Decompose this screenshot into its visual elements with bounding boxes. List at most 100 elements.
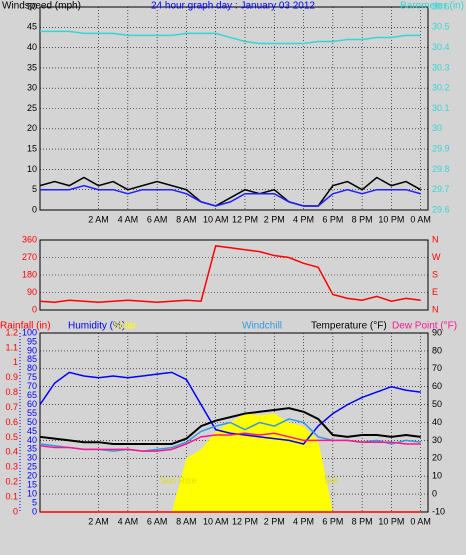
y-tick-label: 50 — [27, 417, 37, 427]
y3-tick-label: 0.1 — [5, 491, 18, 501]
x-tick-label: 2 PM — [264, 214, 285, 224]
y2-tick-label: 29.8 — [432, 164, 450, 174]
y2-tick-label: S — [432, 269, 438, 279]
y2-tick-label: 30.3 — [432, 62, 450, 72]
series-line — [39, 432, 421, 452]
y-tick-label: 180 — [22, 269, 37, 279]
y-tick-label: 30 — [27, 453, 37, 463]
y2-tick-label: 70 — [432, 363, 442, 373]
x-tick-label: 0 AM — [410, 516, 431, 526]
y2-tick-label: 29.6 — [432, 204, 450, 214]
y3-tick-label: 0.8 — [5, 387, 18, 397]
series-line — [39, 407, 421, 445]
series-line — [39, 371, 421, 445]
y-tick-label: 5 — [32, 497, 37, 507]
series-name: Rainfall (in) — [0, 321, 51, 332]
y-tick-label: 60 — [27, 399, 37, 409]
y2-tick-label: 0 — [432, 488, 437, 498]
chart-title: 24 hour graph day : January 03 2012 — [151, 1, 315, 12]
y2-tick-label: 30.4 — [432, 42, 450, 52]
y2-tick-label: 90 — [432, 327, 442, 337]
y2-tick-label: 80 — [432, 345, 442, 355]
x-tick-label: 10 AM — [203, 214, 229, 224]
y3-tick-label: 0.9 — [5, 372, 18, 382]
y2-tick-label: 29.9 — [432, 143, 450, 153]
y-tick-label: 0 — [32, 506, 37, 516]
y2-tick-label: 50 — [432, 399, 442, 409]
y2-tick-label: 40 — [432, 417, 442, 427]
y2-tick-label: 30 — [432, 123, 442, 133]
x-tick-label: 12 PM — [232, 214, 258, 224]
y-tick-label: 10 — [27, 488, 37, 498]
y-tick-label: 70 — [27, 381, 37, 391]
y2-tick-label: N — [432, 234, 439, 244]
y2-tick-label: 30.1 — [432, 103, 450, 113]
x-tick-label: 4 PM — [293, 516, 314, 526]
series-name: Dew Point (°F) — [392, 321, 457, 332]
y-tick-label: 20 — [27, 123, 37, 133]
y-tick-label: 85 — [27, 354, 37, 364]
series-name: Solar — [113, 321, 137, 332]
y-tick-label: 90 — [27, 345, 37, 355]
x-tick-label: 2 PM — [264, 516, 285, 526]
y2-tick-label: 30.6 — [432, 1, 450, 11]
y-tick-label: 25 — [27, 462, 37, 472]
y-tick-label: 30 — [27, 83, 37, 93]
y-tick-label: 5 — [32, 184, 37, 194]
x-tick-label: 6 AM — [147, 214, 168, 224]
y-tick-label: 35 — [27, 444, 37, 454]
y-tick-label: 50 — [27, 1, 37, 11]
plot-area — [39, 6, 429, 211]
x-tick-label: 10 AM — [203, 516, 229, 526]
y-tick-label: 75 — [27, 372, 37, 382]
series-line — [40, 30, 421, 45]
x-tick-label: 12 PM — [232, 516, 258, 526]
y-tick-label: 80 — [27, 363, 37, 373]
y3-tick-label: 0.7 — [5, 402, 18, 412]
y-tick-label: 100 — [22, 327, 37, 337]
x-tick-label: 8 AM — [176, 214, 197, 224]
x-tick-label: 8 PM — [352, 214, 373, 224]
x-tick-label: 10 PM — [378, 516, 404, 526]
y2-tick-label: 29.7 — [432, 184, 450, 194]
series-name: Temperature (°F) — [311, 321, 387, 332]
y-tick-label: 0 — [32, 204, 37, 214]
y2-tick-label: N — [432, 304, 439, 314]
y2-tick-label: E — [432, 287, 438, 297]
annotation: Set — [324, 475, 338, 485]
y2-tick-label: 30.5 — [432, 22, 450, 32]
y2-tick-label: -10 — [432, 506, 445, 516]
series-name: Humidity (%) — [68, 321, 125, 332]
y2-tick-label: 30.2 — [432, 83, 450, 93]
y-tick-label: 20 — [27, 471, 37, 481]
y-tick-label: 15 — [27, 480, 37, 490]
series-name: Windspeed (mph) — [2, 1, 81, 12]
y-tick-label: 0 — [32, 304, 37, 314]
x-tick-label: 8 AM — [176, 516, 197, 526]
y2-tick-label: 20 — [432, 453, 442, 463]
y2-tick-label: 60 — [432, 381, 442, 391]
y-tick-label: 360 — [22, 234, 37, 244]
y-tick-label: 10 — [27, 164, 37, 174]
x-tick-label: 6 AM — [147, 516, 168, 526]
x-tick-label: 2 AM — [88, 516, 109, 526]
y3-tick-label: 0 — [13, 506, 18, 516]
y-tick-label: 40 — [27, 435, 37, 445]
y-tick-label: 25 — [27, 103, 37, 113]
y3-tick-label: 0.4 — [5, 447, 18, 457]
y3-tick-label: 1.1 — [5, 342, 18, 352]
x-tick-label: 4 PM — [293, 214, 314, 224]
x-tick-label: 2 AM — [88, 214, 109, 224]
y-tick-label: 35 — [27, 62, 37, 72]
y-tick-label: 55 — [27, 408, 37, 418]
series-area — [40, 413, 421, 512]
x-tick-label: 4 AM — [118, 516, 139, 526]
x-tick-label: 8 PM — [352, 516, 373, 526]
series-line — [39, 176, 422, 207]
x-tick-label: 0 AM — [410, 214, 431, 224]
y3-tick-label: 0.5 — [5, 432, 18, 442]
y3-tick-label: 1.2 — [5, 327, 18, 337]
annotation: Sun Rise — [160, 475, 197, 485]
y-tick-label: 45 — [27, 22, 37, 32]
series-line — [40, 184, 421, 207]
